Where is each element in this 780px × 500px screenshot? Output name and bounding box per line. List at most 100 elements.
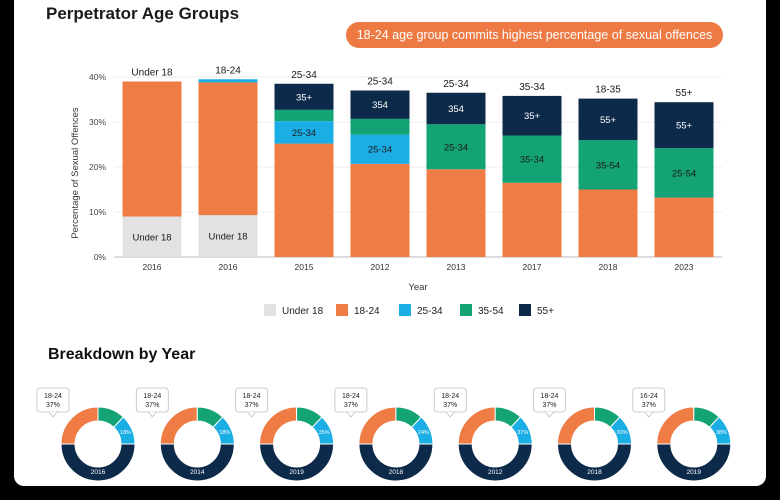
donut-slice bbox=[259, 406, 298, 445]
donut-callout-value: 37% bbox=[344, 402, 358, 409]
donut-slice bbox=[60, 406, 99, 445]
bar-segment bbox=[274, 109, 334, 122]
donut-year-label: 2019 bbox=[289, 469, 304, 476]
bar-segment bbox=[122, 216, 182, 257]
bar-segment bbox=[122, 81, 182, 217]
donut-callout-pointer bbox=[48, 411, 58, 418]
bar-segment bbox=[578, 98, 638, 140]
x-tick-label: 2016 bbox=[143, 262, 162, 272]
bar-top-label: 55+ bbox=[676, 88, 693, 99]
donut-callout-pointer bbox=[445, 411, 455, 418]
bar-segment bbox=[654, 148, 714, 198]
donut-year-label: 2018 bbox=[389, 469, 404, 476]
donut-callout-group: 16-24 bbox=[640, 393, 658, 400]
bar-segment bbox=[274, 143, 334, 257]
bar-segment bbox=[426, 92, 486, 125]
legend-label: 25-34 bbox=[417, 306, 443, 317]
legend-swatch bbox=[264, 304, 276, 316]
legend-swatch bbox=[460, 304, 472, 316]
donut-slice bbox=[358, 406, 397, 445]
donut-year-label: 2019 bbox=[687, 469, 702, 476]
legend-swatch bbox=[399, 304, 411, 316]
donut-slice bbox=[60, 443, 136, 482]
bar-segment bbox=[502, 135, 562, 183]
bar-top-label: 25-34 bbox=[443, 79, 469, 90]
bar-segment bbox=[350, 134, 410, 164]
x-tick-label: 2012 bbox=[371, 262, 390, 272]
donut-callout-pointer bbox=[247, 411, 256, 418]
bar-segment bbox=[198, 215, 258, 257]
donut-slice bbox=[159, 443, 235, 482]
y-tick-label: 20% bbox=[89, 162, 106, 172]
segment-label: Under 18 bbox=[208, 232, 247, 243]
donut-slice-label: 30% bbox=[617, 430, 628, 436]
donut-slice bbox=[358, 443, 434, 482]
legend-label: 55+ bbox=[537, 306, 554, 317]
bar-top-label: 18-35 bbox=[595, 85, 621, 96]
donut-callout-group: 18-24 bbox=[541, 393, 559, 400]
y-axis-label: Percentage of Sexual Offences bbox=[70, 107, 81, 239]
donut-slice bbox=[656, 406, 695, 445]
donut-callout-pointer bbox=[147, 411, 157, 418]
bar-segment bbox=[654, 102, 714, 149]
bar-top-label: 25-34 bbox=[291, 70, 317, 81]
bar-segment bbox=[426, 169, 486, 257]
segment-label: Under 18 bbox=[132, 232, 171, 243]
donut-year-label: 2012 bbox=[488, 469, 503, 476]
bar-segment bbox=[426, 124, 486, 170]
donut-slice-label: 38% bbox=[716, 430, 727, 436]
segment-label: 35+ bbox=[524, 111, 541, 122]
page-title: Perpetrator Age Groups bbox=[46, 4, 240, 23]
legend-label: 18-24 bbox=[354, 306, 380, 317]
y-tick-label: 0% bbox=[94, 252, 107, 262]
bar-segment bbox=[350, 163, 410, 257]
bar-segment bbox=[198, 79, 258, 83]
donut-slice bbox=[159, 406, 198, 445]
bar-segment bbox=[274, 121, 334, 144]
donut-slice bbox=[259, 443, 335, 482]
segment-label: 25-34 bbox=[368, 145, 392, 156]
x-tick-label: 2016 bbox=[219, 262, 238, 272]
x-tick-label: 2013 bbox=[447, 262, 466, 272]
legend-swatch bbox=[336, 304, 348, 316]
bar-segment bbox=[350, 118, 410, 135]
x-axis-label: Year bbox=[408, 282, 427, 293]
segment-label: 354 bbox=[448, 104, 464, 115]
segment-label: 55+ bbox=[600, 115, 617, 126]
segment-label: 35+ bbox=[296, 92, 313, 103]
segment-label: 25-34 bbox=[444, 142, 468, 153]
bar-segment bbox=[198, 82, 258, 216]
donut-year-label: 2014 bbox=[190, 469, 205, 476]
donut-slice-label: 24% bbox=[418, 430, 429, 436]
segment-label: 55+ bbox=[676, 121, 693, 132]
bar-segment bbox=[502, 95, 562, 136]
donut-callout-group: 18-24 bbox=[143, 393, 161, 400]
donut-slice-label: 37% bbox=[517, 430, 528, 436]
donut-year-label: 2016 bbox=[91, 469, 106, 476]
donut-callout-group: 18-24 bbox=[44, 393, 62, 400]
segment-label: 35-34 bbox=[520, 155, 544, 166]
bar-segment bbox=[350, 90, 410, 119]
x-tick-label: 2018 bbox=[599, 262, 618, 272]
x-tick-label: 2017 bbox=[523, 262, 542, 272]
donut-callout-value: 37% bbox=[443, 402, 457, 409]
donut-slice-label: 35% bbox=[319, 430, 330, 436]
bar-segment bbox=[578, 189, 638, 257]
x-tick-label: 2015 bbox=[295, 262, 314, 272]
donut-callout-pointer bbox=[545, 411, 554, 418]
chart-card: Perpetrator Age Groups 18-24 age group c… bbox=[14, 0, 766, 486]
donut-callout-group: 18-24 bbox=[441, 393, 459, 400]
donut-slice-label: 18% bbox=[219, 430, 230, 436]
bar-segment bbox=[654, 197, 714, 257]
bar-top-label: Under 18 bbox=[131, 68, 173, 79]
segment-label: 25-54 bbox=[672, 168, 696, 179]
donut-callout-group: 18-24 bbox=[342, 393, 360, 400]
segment-label: 25-34 bbox=[292, 128, 316, 139]
bar-top-label: 25-34 bbox=[367, 77, 393, 88]
donut-callout-value: 37% bbox=[46, 402, 60, 409]
donut-row: 18% 2016 18-24 37% 18% 2014 18-24 37% 35% 2019 18-… bbox=[36, 387, 732, 482]
x-tick-label: 2023 bbox=[675, 262, 694, 272]
stacked-bar-chart: 0% 10% 20% 30% 40% Percentage of Sexual Offen… bbox=[70, 65, 722, 317]
donut-callout-value: 37% bbox=[642, 402, 656, 409]
legend-label: 35-54 bbox=[478, 306, 504, 317]
